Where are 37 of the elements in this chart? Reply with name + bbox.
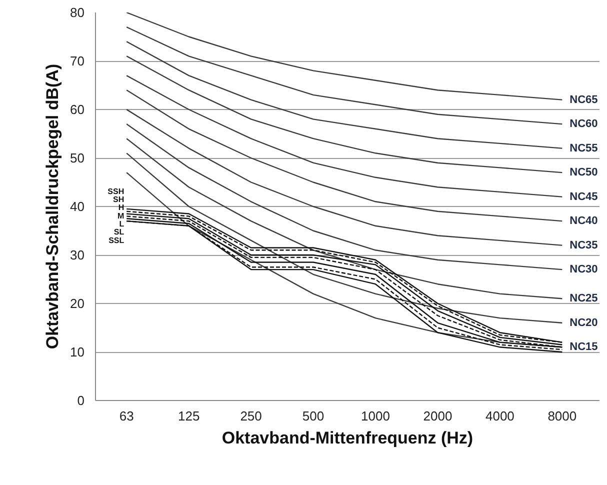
series-label: NC55 <box>570 142 598 154</box>
series-label: NC65 <box>570 94 598 106</box>
y-tick-label: 30 <box>70 248 85 262</box>
x-tick-label: 2000 <box>423 408 452 424</box>
series-label: NC40 <box>570 215 598 228</box>
y-tick-label: 50 <box>70 150 85 166</box>
y-tick-label: 40 <box>70 199 85 214</box>
series-label: L <box>119 220 124 228</box>
x-tick-label: 500 <box>302 408 324 424</box>
x-tick-label: 4000 <box>485 408 514 424</box>
series-label: NC45 <box>570 190 598 203</box>
series-label: H <box>118 203 124 212</box>
y-tick-label: 20 <box>70 296 85 311</box>
y-tick-label: 80 <box>70 5 85 20</box>
y-tick-label: 0 <box>77 393 85 408</box>
y-tick-label: 60 <box>70 102 85 117</box>
series-label: NC15 <box>570 341 598 354</box>
series-label: NC30 <box>570 264 598 276</box>
y-tick-label: 10 <box>70 344 85 360</box>
x-tick-label: 1000 <box>361 408 390 424</box>
x-tick-label: 63 <box>119 408 134 424</box>
x-tick-label: 125 <box>178 408 200 424</box>
series-label: SL <box>114 228 124 237</box>
x-tick-label: 250 <box>240 408 262 424</box>
series-label: NC20 <box>570 316 598 329</box>
y-axis-title: Oktavband-Schalldruckpegel dB(A) <box>43 64 62 350</box>
x-tick-label: 8000 <box>548 408 577 424</box>
y-tick-label: 70 <box>70 54 85 68</box>
series-label: M <box>117 211 124 220</box>
series-label: NC50 <box>570 166 598 179</box>
x-axis-title: Oktavband-Mittenfrequenz (Hz) <box>222 428 474 448</box>
series-label: NC60 <box>570 118 598 130</box>
series-label: NC25 <box>570 292 598 305</box>
series-label: SSL <box>108 236 124 245</box>
series-label: NC35 <box>570 239 598 252</box>
series-label: SSH <box>108 186 124 196</box>
series-label: SH <box>113 195 124 204</box>
